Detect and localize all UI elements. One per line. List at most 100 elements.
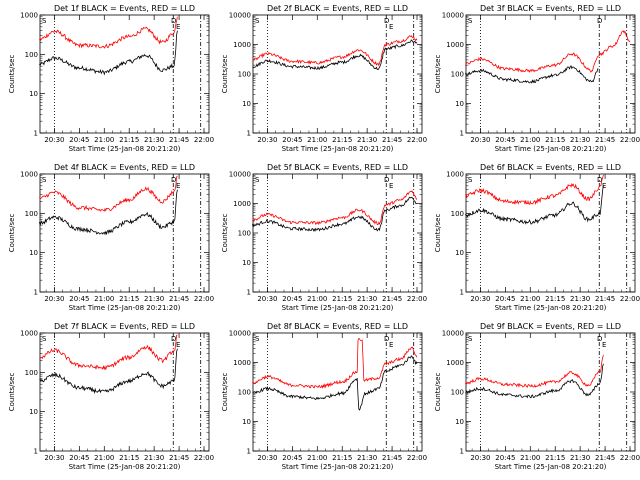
y-axis-label: Counts/sec [8, 214, 16, 253]
panel-title: Det 4f BLACK = Events, RED = LLD [54, 163, 195, 172]
x-tick-label: 21:30 [144, 454, 164, 462]
annotation-E: E [176, 341, 180, 349]
y-tick-label: 10 [242, 418, 251, 426]
y-tick-label: 100 [25, 210, 38, 218]
panel-det-8: Det 8f BLACK = Events, RED = LLD 1 10 100 10… [221, 322, 427, 471]
y-tick-label: 100 [238, 71, 251, 79]
series-line [39, 175, 178, 212]
series-line [465, 363, 604, 399]
series-line [39, 348, 178, 395]
annotation-S: S [468, 176, 473, 184]
panel-title: Det 9f BLACK = Events, RED = LLD [480, 322, 621, 331]
panel-title: Det 8f BLACK = Events, RED = LLD [267, 322, 408, 331]
annotation-D: D [597, 176, 602, 184]
x-tick-label: 21:00 [307, 295, 327, 303]
panel-title: Det 3f BLACK = Events, RED = LLD [480, 4, 621, 13]
y-tick-label: 10000 [442, 330, 464, 338]
y-tick-label: 1000 [446, 359, 464, 367]
x-tick-label: 21:45 [382, 136, 402, 144]
series-line [252, 39, 418, 71]
x-tick-label: 20:30 [470, 136, 490, 144]
y-tick-label: 10000 [229, 171, 251, 179]
y-axis-label: Counts/sec [221, 214, 229, 253]
annotation-S: S [255, 335, 260, 343]
annotation-D: D [384, 335, 389, 343]
x-tick-label: 20:45 [69, 454, 89, 462]
panel-title: Det 5f BLACK = Events, RED = LLD [267, 163, 408, 172]
y-axis-label: Counts/sec [434, 214, 442, 253]
y-tick-label: 1000 [20, 171, 38, 179]
plot-frame [39, 173, 210, 293]
x-tick-label: 20:30 [257, 295, 277, 303]
panel-title: Det 2f BLACK = Events, RED = LLD [267, 4, 408, 13]
x-tick-label: 22:00 [620, 454, 640, 462]
x-tick-label: 20:30 [44, 295, 64, 303]
x-tick-label: 20:30 [257, 136, 277, 144]
y-tick-label: 10000 [229, 330, 251, 338]
annotation-E: E [389, 341, 393, 349]
x-tick-label: 21:45 [382, 295, 402, 303]
panel-det-3: Det 3f BLACK = Events, RED = LLD 1 10 100 10… [434, 4, 640, 153]
x-tick-label: 21:30 [570, 136, 590, 144]
series-line [39, 30, 178, 76]
y-tick-label: 1 [460, 289, 464, 297]
annotation-S: S [255, 176, 260, 184]
annotation-E: E [602, 341, 606, 349]
annotation-D: D [384, 17, 389, 25]
y-tick-label: 10 [29, 249, 38, 257]
y-tick-label: 10 [455, 418, 464, 426]
x-tick-label: 21:45 [169, 136, 189, 144]
x-axis-label: Start Time (25-Jan-08 20:21:20) [495, 463, 607, 471]
x-tick-label: 20:30 [44, 454, 64, 462]
series-line [39, 16, 178, 49]
x-tick-label: 22:00 [620, 136, 640, 144]
x-tick-label: 21:30 [570, 295, 590, 303]
annotation-D: D [171, 335, 176, 343]
y-axis-label: Counts/sec [8, 373, 16, 412]
x-tick-label: 21:15 [332, 454, 352, 462]
x-tick-label: 21:00 [94, 454, 114, 462]
x-tick-label: 21:45 [595, 454, 615, 462]
annotation-S: S [255, 17, 260, 25]
series-line [465, 174, 604, 205]
y-tick-label: 100 [25, 51, 38, 59]
x-tick-label: 21:00 [520, 454, 540, 462]
annotation-D: D [171, 176, 176, 184]
y-tick-label: 100 [451, 210, 464, 218]
panel-det-9: Det 9f BLACK = Events, RED = LLD 1 10 100 10… [434, 322, 640, 471]
annotation-S: S [468, 17, 473, 25]
x-axis-label: Start Time (25-Jan-08 20:21:20) [282, 145, 394, 153]
x-tick-label: 21:30 [144, 295, 164, 303]
x-tick-label: 21:15 [545, 454, 565, 462]
x-tick-label: 21:00 [94, 136, 114, 144]
panel-det-5: Det 5f BLACK = Events, RED = LLD 1 10 100 10… [221, 163, 427, 312]
x-tick-label: 20:45 [69, 295, 89, 303]
x-tick-label: 22:00 [194, 295, 214, 303]
x-axis-label: Start Time (25-Jan-08 20:21:20) [282, 304, 394, 312]
series-line [252, 338, 418, 389]
x-tick-label: 21:00 [520, 295, 540, 303]
series-line [465, 185, 604, 225]
x-tick-label: 21:45 [382, 454, 402, 462]
panel-title: Det 1f BLACK = Events, RED = LLD [54, 4, 195, 13]
y-axis-label: Counts/sec [221, 55, 229, 94]
x-tick-label: 20:45 [495, 295, 515, 303]
y-tick-label: 100 [238, 230, 251, 238]
y-tick-label: 1000 [233, 359, 251, 367]
x-tick-label: 21:00 [520, 136, 540, 144]
x-tick-label: 21:15 [332, 136, 352, 144]
series-line [465, 30, 631, 73]
x-tick-label: 21:45 [595, 136, 615, 144]
x-tick-label: 20:30 [470, 454, 490, 462]
y-tick-label: 10000 [442, 12, 464, 20]
y-tick-label: 1 [460, 130, 464, 138]
y-tick-label: 10 [29, 90, 38, 98]
series-line [465, 354, 604, 388]
y-tick-label: 1000 [20, 12, 38, 20]
y-tick-label: 1 [247, 130, 251, 138]
y-tick-label: 10 [242, 259, 251, 267]
y-tick-label: 1 [34, 448, 38, 456]
x-tick-label: 21:15 [545, 136, 565, 144]
y-tick-label: 1 [460, 448, 464, 456]
